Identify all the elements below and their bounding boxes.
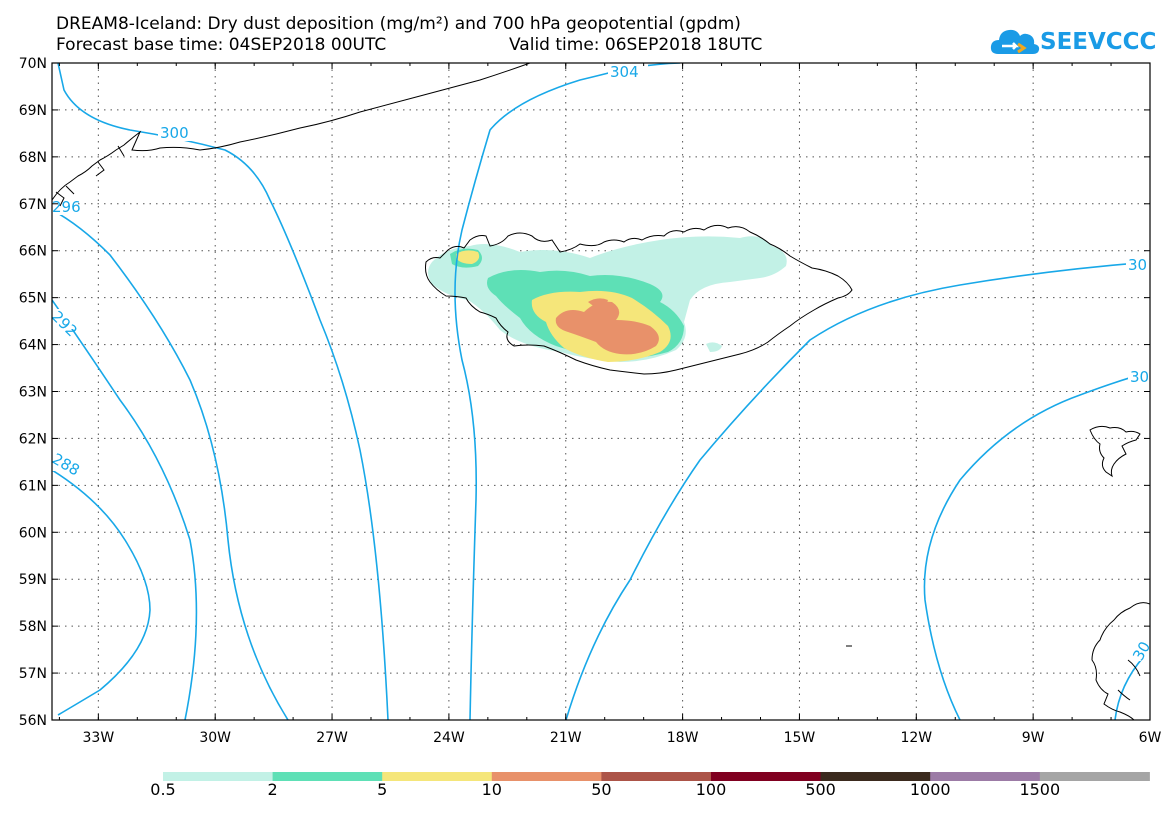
lat-label: 69N	[19, 103, 47, 119]
map-axes: 70N 69N 68N 67N 66N 65N 64N 63N 62N 61N 60N 59N 58N 5…	[19, 56, 1162, 746]
legend-swatch	[272, 772, 383, 781]
legend-swatch	[930, 772, 1041, 781]
contour-312-east	[923, 371, 1150, 720]
lon-label: 30W	[199, 730, 231, 746]
lat-label: 68N	[19, 150, 47, 166]
legend-swatch	[711, 772, 822, 781]
lat-label: 63N	[19, 385, 47, 401]
lon-label: 33W	[83, 730, 115, 746]
contour-label: 30	[1130, 368, 1149, 386]
contour-288	[52, 469, 151, 716]
logo-text: SEEVCCC	[1040, 29, 1157, 55]
lon-label: 6W	[1139, 730, 1162, 746]
lat-label: 57N	[19, 666, 47, 682]
coastlines	[52, 63, 1150, 720]
legend-swatch	[820, 772, 931, 781]
contour-label: 296	[52, 198, 81, 216]
cloud-icon	[990, 29, 1040, 54]
valid-time: Valid time: 06SEP2018 18UTC	[509, 35, 763, 55]
forecast-base-time: Forecast base time: 04SEP2018 00UTC	[56, 35, 387, 55]
faroe-shetland-coast	[1089, 425, 1141, 478]
legend-swatch	[1039, 772, 1150, 781]
deposition-10-50-area-north	[588, 298, 608, 308]
contour-label: 304	[610, 63, 639, 81]
lat-label: 65N	[19, 291, 47, 307]
lat-label: 56N	[19, 713, 47, 729]
greenland-coast-inner	[55, 145, 125, 207]
lat-label: 61N	[19, 478, 47, 494]
map-title: DREAM8-Iceland: Dry dust deposition (mg/…	[56, 14, 741, 34]
deposition-10-50-area	[555, 301, 659, 355]
contour-308-east	[565, 261, 1150, 720]
dust-deposition-shading	[428, 236, 787, 362]
lat-label: 62N	[19, 431, 47, 447]
deposition-0.5-2-area-east	[706, 342, 722, 352]
lon-label: 18W	[667, 730, 699, 746]
contour-labels: 300 304 296 292 288 30 30 30	[52, 63, 1154, 664]
lon-label: 27W	[316, 730, 348, 746]
contour-300	[57, 63, 389, 720]
legend-label: 500	[805, 780, 836, 799]
legend-swatch	[491, 772, 602, 781]
contour-296	[52, 209, 289, 720]
lon-label: 9W	[1022, 730, 1045, 746]
graticule	[52, 63, 1150, 720]
legend-label: 5	[377, 780, 388, 799]
lat-label: 58N	[19, 619, 47, 635]
lat-label: 60N	[19, 525, 47, 541]
legend-colorbar	[163, 772, 1150, 781]
lon-label: 15W	[784, 730, 816, 746]
legend-swatch	[163, 772, 274, 781]
legend-label: 2	[267, 780, 278, 799]
seevccc-logo: SEEVCCC	[988, 20, 1156, 60]
legend-swatch	[382, 772, 493, 781]
legend-label: 1500	[1019, 780, 1061, 799]
iceland-coast	[425, 224, 853, 375]
contour-label: 300	[160, 124, 189, 142]
lat-label: 70N	[19, 56, 47, 72]
lat-label: 66N	[19, 244, 47, 260]
contour-304	[454, 63, 681, 720]
contour-label: 30	[1128, 256, 1147, 274]
lon-label: 12W	[900, 730, 932, 746]
lat-label: 64N	[19, 338, 47, 354]
legend-label: 1000	[909, 780, 951, 799]
contour-292	[52, 299, 198, 720]
legend-label: 0.5	[150, 780, 176, 799]
lat-label: 67N	[19, 197, 47, 213]
lat-label: 59N	[19, 572, 47, 588]
map-frame-bg	[52, 63, 1150, 720]
legend-label: 10	[481, 780, 502, 799]
legend-label: 100	[695, 780, 727, 799]
contour-label: 30	[1129, 638, 1154, 664]
forecast-times: Forecast base time: 04SEP2018 00UTC Valid…	[56, 35, 762, 55]
lon-label: 24W	[433, 730, 465, 746]
legend-label: 50	[591, 780, 612, 799]
greenland-coast	[52, 63, 531, 201]
legend-swatch	[601, 772, 712, 781]
scotland-coast	[1091, 602, 1150, 720]
geopotential-contours	[52, 63, 1150, 720]
deposition-5-10-area-nw	[456, 250, 480, 264]
lon-label: 21W	[550, 730, 582, 746]
